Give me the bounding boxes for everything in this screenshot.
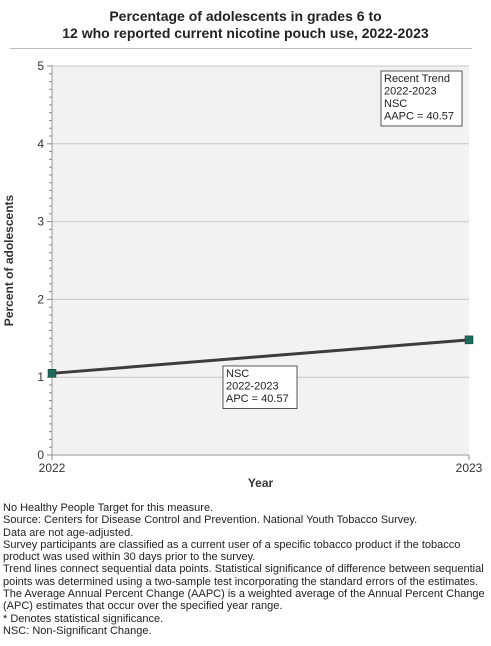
y-tick-label-1: 1 [37, 370, 44, 384]
footnote-aapc: The Average Annual Percent Change (AAPC)… [3, 588, 485, 613]
y-axis-title: Percent of adolescents [2, 194, 16, 326]
segment-annotation-line-1: 2022-2023 [226, 381, 279, 393]
y-tick-label-5: 5 [37, 59, 44, 73]
chart-title: Percentage of adolescents in grades 6 to… [0, 8, 491, 42]
x-tick-label-0: 2022 [39, 461, 66, 475]
title-divider [10, 48, 472, 49]
segment-annotation-line-2: APC = 40.57 [226, 393, 289, 405]
recent-trend-annotation-line-3: AAPC = 40.57 [384, 111, 454, 123]
footnote-current-user: Survey participants are classified as a … [3, 538, 461, 564]
recent-trend-annotation-line-2: NSC [384, 98, 407, 110]
series-line-0 [51, 338, 470, 375]
footnote-nsc: NSC: Non-Significant Change. [3, 624, 152, 637]
recent-trend-annotation-line-0: Recent Trend [384, 73, 450, 85]
y-tick-label-4: 4 [37, 137, 44, 151]
footnote-target: No Healthy People Target for this measur… [3, 502, 214, 514]
data-point-0-0 [47, 369, 57, 378]
y-tick-label-3: 3 [37, 215, 44, 229]
chart-title-line-1: Percentage of adolescents in grades 6 to [109, 8, 382, 24]
footnote-age-adjustment: Data are not age-adjusted. [3, 526, 134, 539]
y-tick-label-2: 2 [37, 292, 44, 306]
footnote-trend-lines: Trend lines connect sequential data poin… [3, 563, 484, 588]
line-chart: 0 1 2 3 4 5 2022 2023 Year Percent of adolescents… [2, 59, 483, 490]
chart-title-line-2: 12 who reported current nicotine pouch u… [62, 25, 429, 41]
footnote-significance: * Denotes statistical significance. [3, 612, 164, 625]
segment-annotation-box [222, 365, 298, 409]
footnotes: No Healthy People Target for this measur… [3, 502, 491, 637]
x-axis-title: Year [248, 476, 274, 490]
y-tick-label-0: 0 [37, 448, 44, 462]
footnote-source: Source: Centers for Disease Control and … [3, 514, 418, 527]
segment-annotation-line-0: NSC [226, 368, 249, 380]
recent-trend-annotation-line-1: 2022-2023 [384, 86, 437, 98]
x-tick-label-1: 2023 [456, 461, 483, 475]
recent-trend-annotation-box [380, 70, 463, 127]
data-point-0-1 [464, 335, 474, 345]
